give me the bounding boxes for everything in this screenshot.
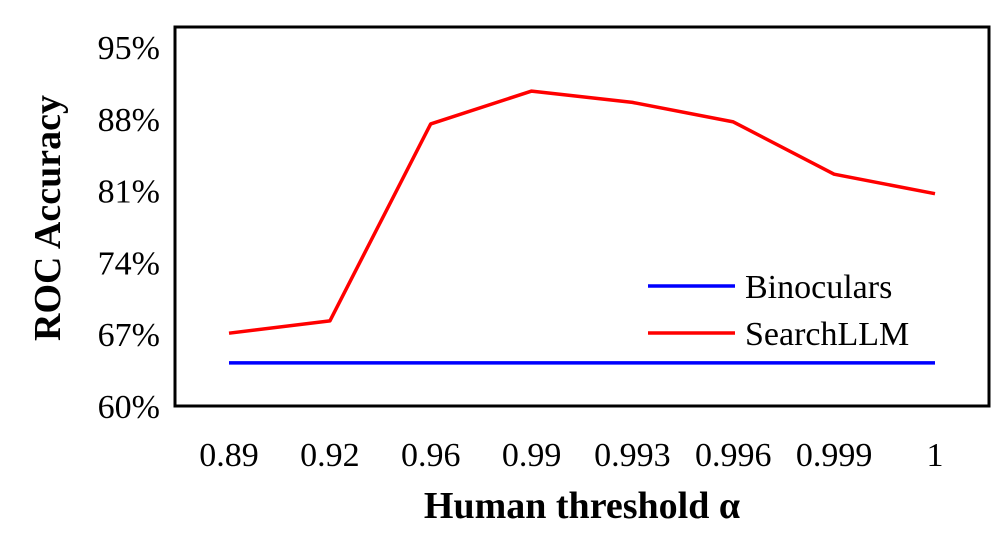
x-tick-label: 0.99	[502, 437, 562, 474]
x-tick-label: 0.993	[594, 437, 671, 474]
y-tick-label: 95%	[98, 30, 160, 67]
x-tick-label: 0.89	[199, 437, 259, 474]
y-tick-label: 81%	[98, 174, 160, 211]
y-axis-title: ROC Accuracy	[27, 95, 69, 341]
x-tick-labels: 0.89 0.92 0.96 0.99 0.993 0.996 0.999 1	[199, 437, 943, 474]
y-tick-label: 67%	[98, 317, 160, 354]
y-tick-label: 74%	[98, 245, 160, 282]
plot-frame	[173, 25, 991, 408]
x-tick-label: 0.96	[401, 437, 461, 474]
y-tick-labels: 60% 67% 74% 81% 88% 95%	[98, 30, 160, 426]
legend: Binoculars SearchLLM	[648, 269, 909, 353]
series-lines	[228, 89, 936, 365]
series-line-searchllm	[228, 89, 936, 335]
y-tick-label: 60%	[98, 389, 160, 426]
y-tick-label: 88%	[98, 102, 160, 139]
x-axis-title: Human threshold α	[424, 485, 740, 527]
legend-label-binoculars: Binoculars	[745, 269, 892, 306]
x-tick-label: 0.996	[695, 437, 772, 474]
x-tick-label: 1	[927, 437, 944, 474]
x-tick-label: 0.999	[796, 437, 873, 474]
x-tick-label: 0.92	[300, 437, 360, 474]
legend-label-searchllm: SearchLLM	[745, 316, 909, 353]
